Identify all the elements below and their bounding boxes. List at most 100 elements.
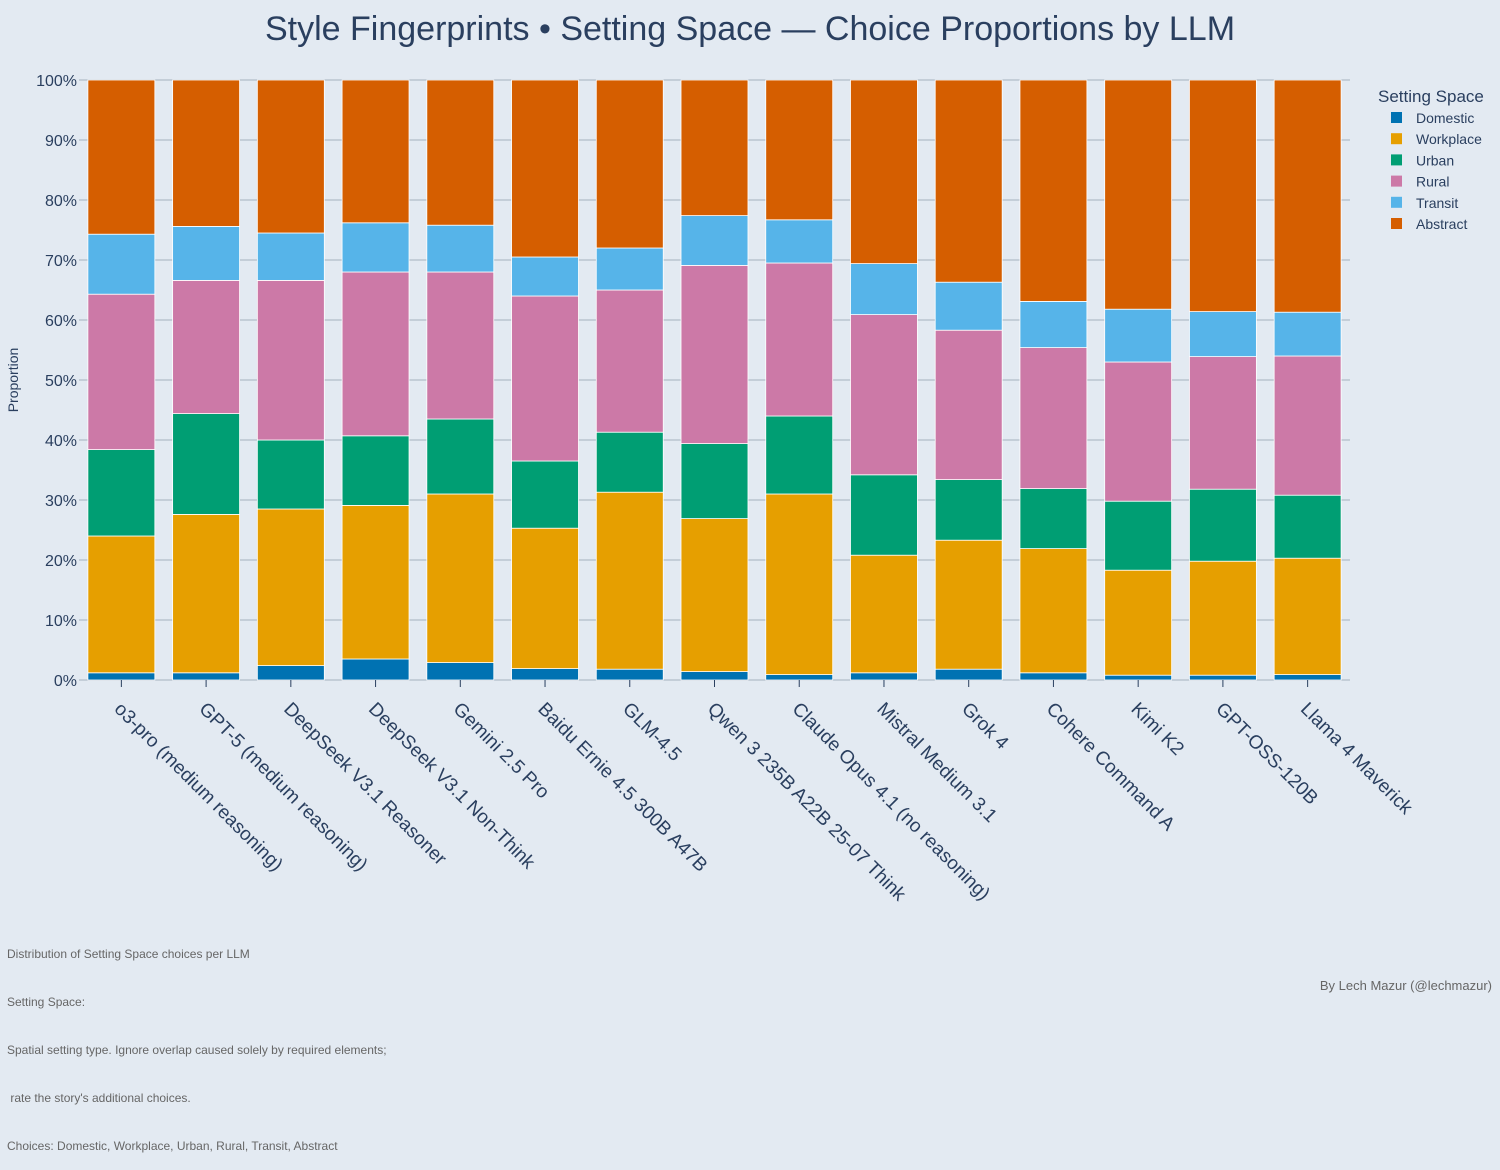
bar-segment-workplace xyxy=(1189,560,1257,676)
bar-segment-domestic xyxy=(1273,674,1342,681)
footnote: Distribution of Setting Space choices pe… xyxy=(7,914,387,1170)
bar-segment-transit xyxy=(511,256,579,297)
bar-segment-urban xyxy=(595,431,664,493)
bar-segment-workplace xyxy=(511,527,579,670)
legend-swatch-rural xyxy=(1391,175,1402,187)
bar-segment-transit xyxy=(595,247,664,291)
bar-stack xyxy=(256,79,325,681)
bar-segment-domestic xyxy=(1019,672,1088,681)
y-tick-label: 10% xyxy=(45,613,77,630)
bar-segment-domestic xyxy=(595,668,664,681)
footnote-line: Choices: Domestic, Workplace, Urban, Rur… xyxy=(7,1139,338,1153)
bar-segment-domestic xyxy=(256,665,325,681)
bar-segment-abstract xyxy=(680,79,749,217)
bar-segment-workplace xyxy=(172,514,240,674)
bar-segment-urban xyxy=(1019,488,1088,550)
bar-segment-rural xyxy=(1189,356,1257,490)
bar-segment-abstract xyxy=(1104,79,1173,310)
bar-stack xyxy=(426,79,495,681)
y-tick-label: 70% xyxy=(45,253,77,270)
bar-segment-domestic xyxy=(1189,674,1257,681)
bar-stack xyxy=(850,79,918,681)
bar-segment-rural xyxy=(934,329,1003,481)
bar-segment-urban xyxy=(934,479,1003,541)
bar-segment-abstract xyxy=(341,79,410,224)
bar-segment-workplace xyxy=(87,535,156,674)
bar-segment-transit xyxy=(850,263,918,316)
bar-segment-rural xyxy=(172,279,240,414)
bar-segment-workplace xyxy=(341,504,410,660)
y-tick-label: 80% xyxy=(45,193,77,210)
bar-segment-rural xyxy=(341,271,410,437)
bar-segment-urban xyxy=(172,413,240,515)
bar-segment-rural xyxy=(1104,361,1173,502)
bar-segment-abstract xyxy=(765,79,834,221)
bar-segment-rural xyxy=(1019,347,1088,490)
bar-stack xyxy=(1104,79,1173,681)
bar-segment-urban xyxy=(256,439,325,510)
y-tick-label: 50% xyxy=(45,373,77,390)
bar-segment-abstract xyxy=(1019,79,1088,302)
legend-title: Setting Space xyxy=(1378,87,1484,106)
bar-segment-workplace xyxy=(680,518,749,672)
chart-title: Style Fingerprints • Setting Space — Cho… xyxy=(265,10,1235,48)
bar-segment-abstract xyxy=(511,79,579,258)
y-tick-label: 20% xyxy=(45,553,77,570)
bar-stack xyxy=(934,79,1003,681)
bar-segment-rural xyxy=(511,295,579,462)
bar-segment-domestic xyxy=(87,672,156,681)
bar-segment-abstract xyxy=(87,79,156,235)
bar-segment-rural xyxy=(1273,355,1342,496)
bar-segment-urban xyxy=(341,435,410,506)
x-tick-label: GLM-4.5 xyxy=(618,699,685,766)
legend-label-abstract: Abstract xyxy=(1416,216,1467,232)
bar-segment-domestic xyxy=(934,668,1003,681)
legend-label-domestic: Domestic xyxy=(1416,110,1474,126)
y-tick-label: 60% xyxy=(45,313,77,330)
bar-segment-abstract xyxy=(172,79,240,227)
legend-label-transit: Transit xyxy=(1416,195,1458,211)
bar-segment-urban xyxy=(1189,488,1257,562)
y-axis-title: Proportion xyxy=(5,348,21,413)
bar-stack xyxy=(765,79,834,681)
bar-segment-urban xyxy=(426,418,495,495)
bar-segment-workplace xyxy=(256,508,325,667)
y-tick-label: 0% xyxy=(54,673,77,690)
stacked-bar-chart: Style Fingerprints • Setting Space — Cho… xyxy=(5,10,1484,906)
bar-segment-urban xyxy=(765,415,834,495)
x-tick-label: Grok 4 xyxy=(957,699,1012,754)
bar-segment-workplace xyxy=(426,493,495,664)
footnote-line: Setting Space: xyxy=(7,995,86,1009)
bar-segment-urban xyxy=(87,449,156,537)
y-tick-label: 100% xyxy=(36,73,77,90)
legend-label-urban: Urban xyxy=(1416,152,1454,168)
x-axis: o3-pro (medium reasoning)GPT-5 (medium r… xyxy=(110,680,1417,906)
bar-segment-urban xyxy=(511,460,579,529)
bar-segment-workplace xyxy=(765,493,834,676)
legend-swatch-abstract xyxy=(1391,218,1402,229)
bar-stack xyxy=(680,79,749,681)
footnote-line: rate the story's additional choices. xyxy=(7,1091,191,1105)
bar-stack xyxy=(87,79,156,681)
legend-label-workplace: Workplace xyxy=(1416,131,1482,147)
bar-segment-transit xyxy=(1104,308,1173,363)
bar-segment-urban xyxy=(1273,494,1342,559)
legend-swatch-domestic xyxy=(1391,112,1402,123)
bar-segment-urban xyxy=(1104,500,1173,571)
bar-segment-urban xyxy=(850,474,918,556)
bar-segment-domestic xyxy=(172,672,240,681)
x-tick-label: DeepSeek V3.1 Reasoner xyxy=(279,699,450,870)
bar-segment-rural xyxy=(87,293,156,451)
x-tick-label: GPT-5 (medium reasoning) xyxy=(195,699,372,876)
bar-segment-transit xyxy=(172,225,240,281)
x-tick-label: Baidu Ernie 4.5 300B A47B xyxy=(533,699,711,877)
y-tick-label: 30% xyxy=(45,493,77,510)
bar-segment-workplace xyxy=(1104,569,1173,676)
bar-segment-transit xyxy=(256,232,325,281)
bar-segment-transit xyxy=(1273,311,1342,357)
bar-segment-domestic xyxy=(850,672,918,681)
bar-segment-rural xyxy=(426,271,495,420)
bar-segment-abstract xyxy=(1189,79,1257,313)
bar-segment-domestic xyxy=(511,668,579,681)
bar-segment-workplace xyxy=(850,554,918,674)
